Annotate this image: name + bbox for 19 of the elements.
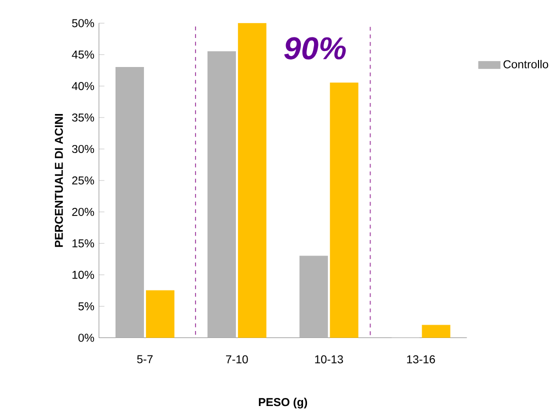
y-tick-label: 40% <box>72 82 94 90</box>
x-tick-label: 5-7 <box>137 355 153 364</box>
y-axis-title: PERCENTUALE DI ACINI <box>54 114 63 248</box>
y-tick-label: 0% <box>78 334 94 342</box>
x-tick-label: 13-16 <box>407 355 435 364</box>
y-tick-label: 35% <box>72 114 94 122</box>
y-tick-label: 25% <box>72 176 94 185</box>
legend-label: Controllo <box>504 60 548 68</box>
annotation: 90% <box>284 37 346 60</box>
y-tick-label: 5% <box>78 302 94 310</box>
y-tick-label: 50% <box>72 19 94 28</box>
y-tick-label: 45% <box>72 50 94 59</box>
x-tick-label: 7-10 <box>226 355 248 364</box>
y-tick-label: 10% <box>72 270 94 280</box>
y-tick-label: 30% <box>72 145 94 154</box>
y-tick-label: 15% <box>72 240 94 248</box>
y-tick-label: 20% <box>72 208 94 216</box>
x-tick-label: 10-13 <box>315 355 343 364</box>
x-axis-title: PESO (g) <box>258 398 308 409</box>
